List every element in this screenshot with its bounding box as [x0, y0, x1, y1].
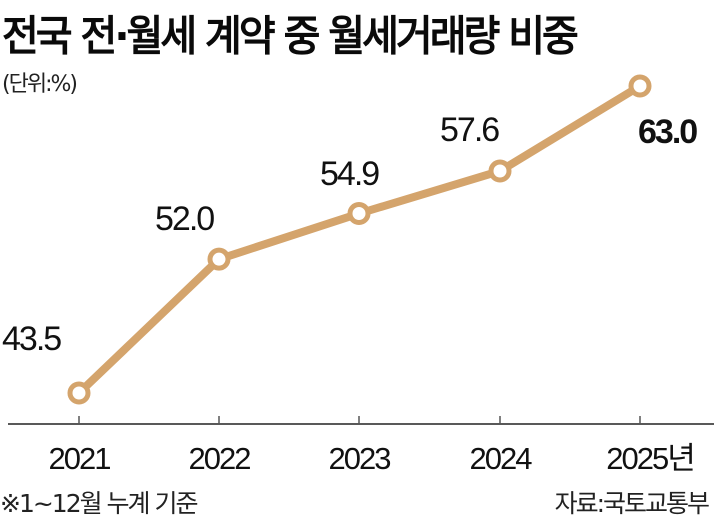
value-label: 54.9 [320, 155, 379, 193]
value-label: 52.0 [155, 200, 214, 238]
data-point-marker [628, 74, 652, 98]
x-axis-label: 2022 [189, 441, 251, 476]
value-label: 43.5 [2, 320, 61, 358]
source-credit: 자료:국토교통부 [554, 489, 710, 518]
unit-label: (단위:%) [2, 72, 78, 97]
footnote: ※1~12월 누계 기준 [0, 489, 199, 518]
series-line [75, 82, 644, 397]
x-axis-label: 2024 [470, 441, 533, 476]
data-point-marker [347, 202, 371, 226]
chart-title: 전국 전·월세 계약 중 월세거래량 비중 [2, 12, 579, 61]
value-labels: 43.5 52.0 54.9 57.6 63.0 [2, 111, 699, 358]
value-label: 57.6 [440, 111, 499, 149]
value-label: 63.0 [638, 113, 697, 151]
data-point-marker [207, 247, 231, 271]
data-markers [67, 74, 652, 405]
x-axis-ticks [78, 416, 641, 424]
x-axis-label: 2021 [49, 441, 111, 476]
x-axis-labels: 2021 2022 2023 2024 2025년 [49, 441, 696, 476]
x-axis-label: 2025년 [606, 441, 693, 476]
data-point-marker [488, 159, 512, 183]
x-axis-label: 2023 [329, 441, 391, 476]
data-point-marker [67, 381, 91, 405]
